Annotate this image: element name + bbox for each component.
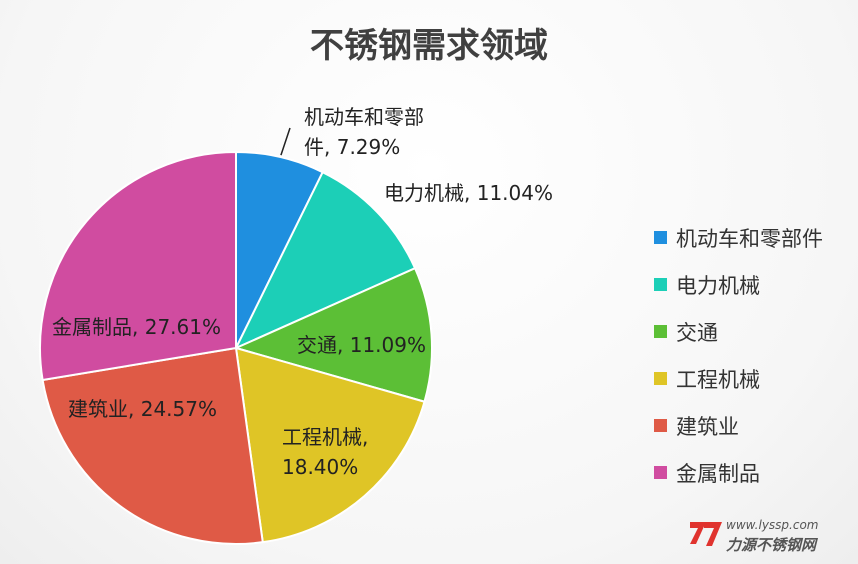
legend-label: 建筑业 (676, 414, 739, 439)
logo-icon (690, 522, 722, 546)
legend-label: 机动车和零部件 (676, 226, 823, 251)
legend-label: 金属制品 (676, 461, 760, 486)
pie-slice-3 (233, 266, 433, 403)
legend-item: 金属制品 (654, 449, 823, 496)
pie-slices (39, 150, 433, 545)
watermark-url: www.lyssp.com (726, 518, 819, 532)
slice-label-4: 18.40% (282, 455, 358, 479)
pie-slice-6 (39, 150, 237, 382)
leader-line (280, 127, 291, 156)
legend-label: 电力机械 (676, 273, 760, 298)
legend-swatch (654, 466, 667, 479)
legend-swatch (654, 372, 667, 385)
slice-label-1: 件, 7.29% (304, 135, 400, 159)
pie-slice-5 (41, 346, 264, 545)
slice-label-3: 交通, 11.09% (297, 333, 426, 357)
slice-labels: 机动车和零部件, 7.29% 电力机械, 11.04% 交通, 11.09% 工程机械… (52, 105, 553, 479)
legend-label: 交通 (676, 320, 718, 345)
legend: 机动车和零部件 电力机械交通工程机械建筑业金属制品 (654, 214, 823, 496)
legend-swatch (654, 325, 667, 338)
slice-label-5: 建筑业, 24.57% (68, 397, 217, 421)
watermark: www.lyssp.com 力源不锈钢网 (686, 512, 846, 556)
legend-item: 工程机械 (654, 355, 823, 402)
legend-item: 交通 (654, 308, 823, 355)
legend-label: 工程机械 (676, 367, 760, 392)
legend-item: 建筑业 (654, 402, 823, 449)
watermark-name: 力源不锈钢网 (726, 536, 817, 554)
slice-label-1: 机动车和零部 (304, 105, 424, 129)
pie-slice-2 (233, 170, 417, 351)
legend-item: 电力机械 (654, 261, 823, 308)
slice-label-2: 电力机械, 11.04% (384, 181, 553, 205)
pie-slice-4 (234, 346, 426, 544)
legend-swatch (654, 231, 667, 244)
slice-label-6: 金属制品, 27.61% (52, 315, 221, 339)
legend-swatch (654, 419, 667, 432)
chart-title: 不锈钢需求领域 (310, 26, 548, 66)
legend-swatch (654, 278, 667, 291)
legend-item: 机动车和零部件 (654, 214, 823, 261)
slice-label-4: 工程机械, (282, 425, 368, 449)
